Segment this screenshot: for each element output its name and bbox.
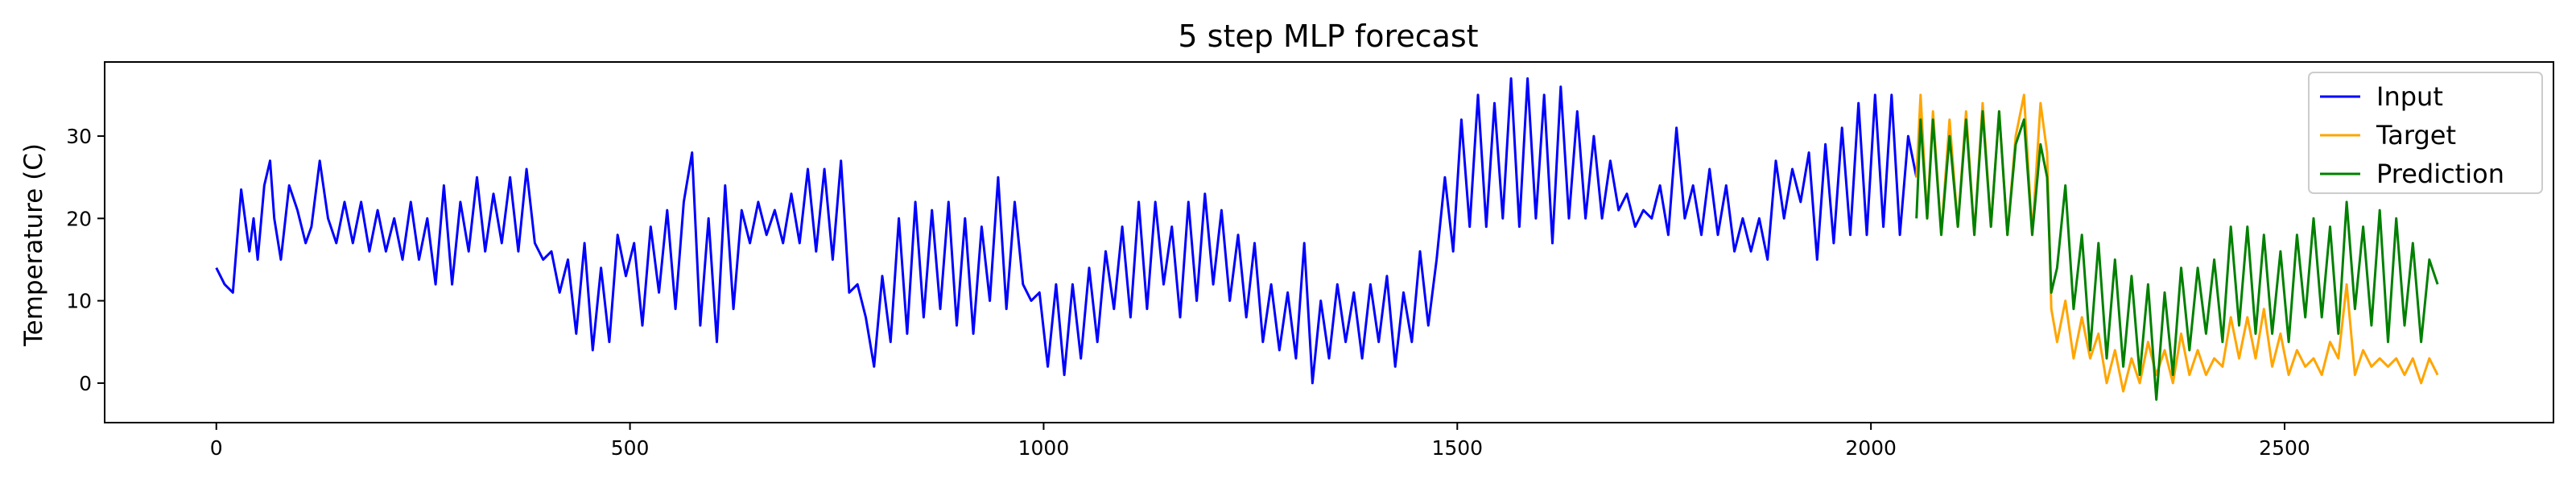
x-tick-label: 1500 [1431, 436, 1483, 460]
y-tick-label: 30 [66, 125, 92, 148]
x-tick-label: 2500 [2259, 436, 2310, 460]
series-line-prediction [1915, 109, 2439, 401]
x-tick-label: 0 [210, 436, 223, 460]
plot-background [105, 62, 2553, 423]
series-line-input [215, 77, 1918, 385]
legend-label-prediction: Prediction [2376, 159, 2504, 189]
y-tick-label: 0 [79, 372, 92, 395]
axes-layer: 0 500 1000 1500 2000 2500 0 10 20 30 [66, 61, 2554, 460]
y-axis-label: Temperature (C) [19, 143, 48, 347]
legend-label-target: Target [2376, 120, 2456, 151]
plot-area [105, 62, 2553, 423]
y-tick-label: 10 [66, 290, 92, 313]
legend: Input Target Prediction [2308, 72, 2543, 194]
series-layer [215, 77, 2439, 401]
y-tick-label: 20 [66, 207, 92, 230]
x-tick-label: 500 [611, 436, 650, 460]
legend-box [2308, 72, 2543, 194]
x-tick-label: 1000 [1018, 436, 1070, 460]
axes-frame [104, 61, 2554, 423]
x-tick-label: 2000 [1845, 436, 1897, 460]
legend-label-input: Input [2376, 81, 2443, 112]
chart-title: 5 step MLP forecast [1178, 19, 1478, 54]
